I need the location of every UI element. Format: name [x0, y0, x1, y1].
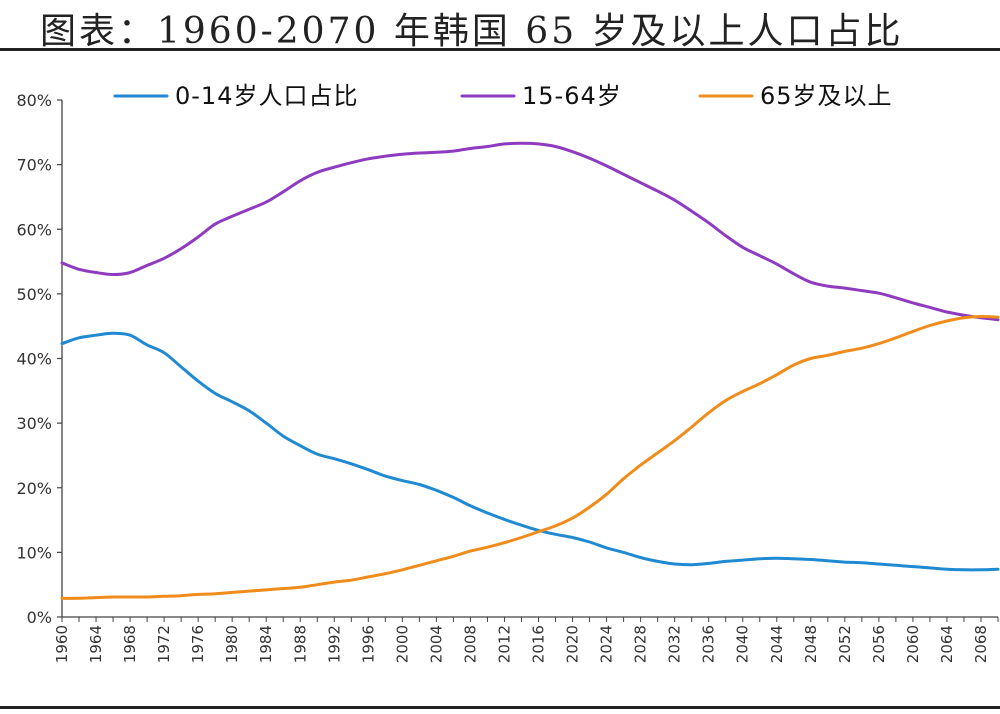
- x-tick-label: 2016: [530, 625, 548, 663]
- title-bar: 图表：1960-2070 年韩国 65 岁及以上人口占比: [0, 0, 1000, 52]
- x-tick-label: 2048: [802, 625, 820, 663]
- x-tick-label: 2036: [700, 625, 718, 663]
- series-lines: [60, 141, 1000, 600]
- legend: 0-14岁人口占比 15-64岁 65岁及以上: [113, 82, 893, 110]
- x-tick-label: 1972: [155, 625, 173, 663]
- x-tick-label: 1980: [223, 625, 241, 663]
- legend-label: 0-14岁人口占比: [175, 82, 358, 110]
- x-tick-label: 2044: [768, 625, 786, 663]
- x-tick-label: 2056: [870, 625, 888, 663]
- x-tick-label: 1964: [87, 625, 105, 663]
- x-tick-label: 1960: [53, 625, 71, 663]
- legend-label: 65岁及以上: [760, 82, 893, 110]
- x-tick-label: 1968: [121, 625, 139, 663]
- line-chart: 0%10%20%30%40%50%60%70%80% 1960 1964 1968 1…: [16, 82, 1000, 663]
- x-tick-label: 2004: [427, 625, 445, 663]
- x-tick-label: 1976: [189, 625, 207, 663]
- x-tick-label: 1992: [325, 625, 343, 663]
- x-tick-label: 2028: [632, 625, 650, 663]
- x-tick-label: 2052: [836, 625, 854, 663]
- x-tick-label: 2068: [972, 625, 990, 663]
- y-tick-label: 20%: [16, 479, 52, 498]
- legend-item-15-64: 15-64岁: [460, 82, 622, 110]
- y-axis: 0% 10% 20% 30% 40% 50% 60% 70% 80%: [16, 91, 63, 627]
- legend-item-0-14: 0-14岁人口占比: [113, 82, 358, 110]
- y-tick-label: 50%: [16, 285, 52, 304]
- y-tick-label: 60%: [16, 220, 52, 239]
- legend-item-65-plus: 65岁及以上: [698, 82, 893, 110]
- x-tick-label: 2020: [564, 625, 582, 663]
- x-tick-label: 2064: [938, 625, 956, 663]
- x-tick-label: 2024: [598, 625, 616, 663]
- series-line-0-14: [60, 331, 1000, 572]
- series-line-15-64: [60, 141, 1000, 322]
- x-axis: 1960 1964 1968 1972 1976 1980 1984 1988 1992 1996…: [53, 616, 999, 663]
- x-tick-label: 2012: [495, 625, 513, 663]
- y-tick-label: 0%: [27, 608, 52, 627]
- x-tick-label: 2032: [666, 625, 684, 663]
- y-tick-label: 40%: [16, 350, 52, 369]
- y-tick-label: 30%: [16, 414, 52, 433]
- chart-title: 图表：1960-2070 年韩国 65 岁及以上人口占比: [40, 11, 904, 52]
- x-tick-label: 1988: [291, 625, 309, 663]
- x-tick-label: 1984: [257, 625, 275, 663]
- x-tick-label: 2008: [461, 625, 479, 663]
- x-tick-label: 2040: [734, 625, 752, 663]
- chart-area: 0% 10% 20% 30% 40% 50% 60% 70% 80% 1960 1964 1968 1…: [0, 52, 1000, 710]
- x-tick-label: 2000: [393, 625, 411, 663]
- bottom-rule: [0, 706, 1000, 709]
- legend-label: 15-64岁: [522, 82, 622, 110]
- y-tick-label: 80%: [16, 91, 52, 110]
- series-line-65-plus: [60, 314, 1000, 600]
- y-tick-label: 10%: [16, 543, 52, 562]
- x-tick-label: 2060: [904, 625, 922, 663]
- x-tick-label: 1996: [359, 625, 377, 663]
- y-tick-label: 70%: [16, 156, 52, 175]
